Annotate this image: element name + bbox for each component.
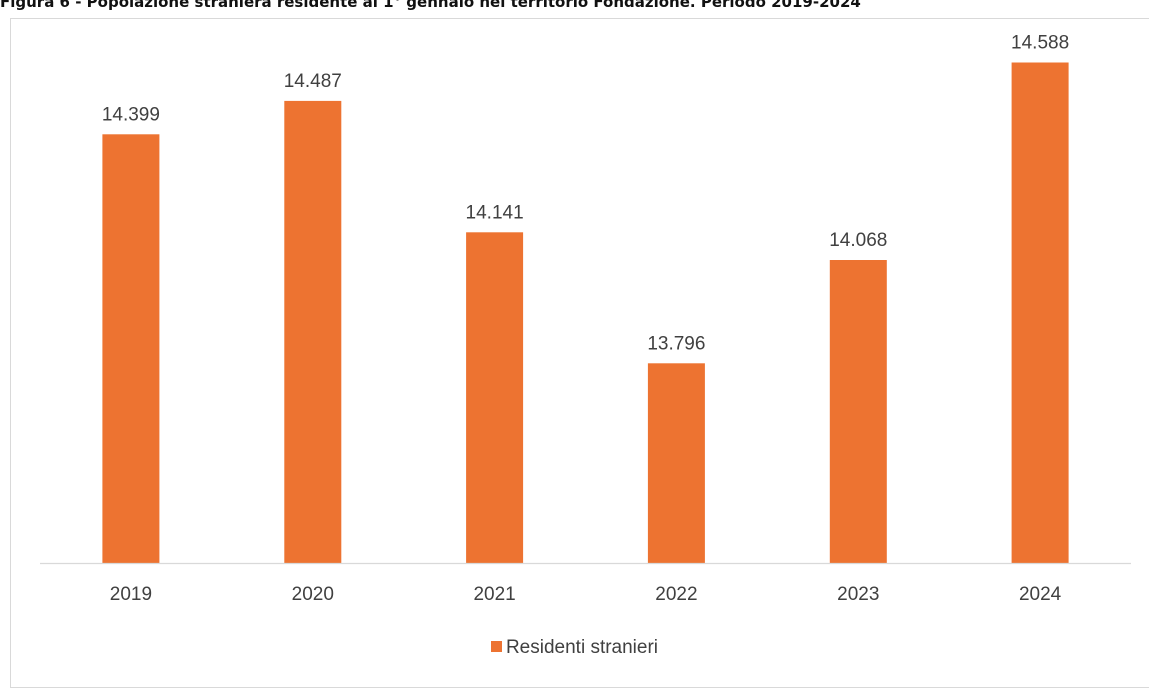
data-label-2023: 14.068 [829,230,887,251]
page-title: Figura 6 - Popolazione straniera residen… [0,0,861,11]
bar-2020 [284,100,342,564]
bar-2023 [829,260,887,563]
x-tick-label-2020: 2020 [292,584,334,605]
data-label-2024: 14.588 [1011,33,1069,54]
x-tick-label-2024: 2024 [1019,584,1062,605]
bar-2019 [102,134,160,564]
data-label-2022: 13.796 [647,333,705,354]
x-tick-label-2023: 2023 [837,584,879,605]
data-label-2021: 14.141 [466,202,524,223]
x-tick-label-2019: 2019 [110,584,152,605]
bar-2024 [1011,62,1069,563]
x-tick-label-2021: 2021 [473,584,515,605]
legend-swatch [490,641,502,652]
bar-2022 [647,363,705,563]
chart-frame [10,18,1149,688]
data-label-2020: 14.487 [284,71,342,92]
data-label-2019: 14.399 [102,104,160,125]
bar-2021 [466,232,524,564]
x-tick-label-2022: 2022 [655,584,697,605]
legend: Residenti stranieri [0,636,1149,660]
legend-label: Residenti stranieri [505,637,659,658]
